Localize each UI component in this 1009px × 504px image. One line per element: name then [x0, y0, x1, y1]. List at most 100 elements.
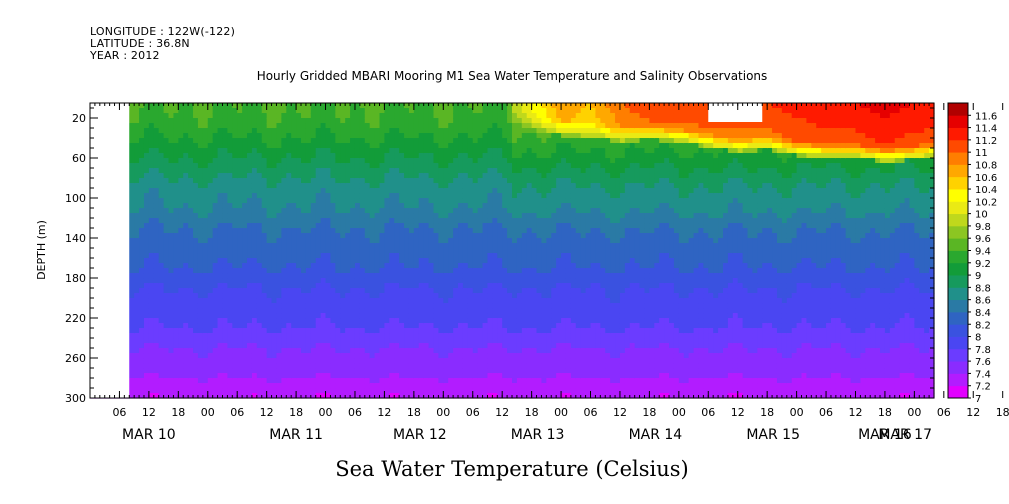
- heatmap-cell: [197, 198, 204, 204]
- heatmap-cell: [374, 168, 381, 174]
- heatmap-cell: [325, 378, 332, 384]
- heatmap-cell: [168, 358, 175, 364]
- heatmap-cell: [310, 218, 317, 224]
- heatmap-cell: [227, 338, 233, 344]
- heatmap-cell: [359, 323, 366, 329]
- heatmap-cell: [158, 208, 165, 214]
- heatmap-cell: [207, 213, 214, 219]
- heatmap-cell: [153, 393, 160, 399]
- heatmap-cell: [276, 133, 282, 139]
- heatmap-cell: [305, 108, 312, 114]
- heatmap-cell: [242, 148, 248, 154]
- heatmap-cell: [139, 208, 145, 214]
- heatmap-cell: [261, 183, 268, 189]
- heatmap-cell: [320, 258, 327, 264]
- heatmap-cell: [276, 293, 282, 299]
- heatmap-cell: [458, 343, 464, 349]
- heatmap-cell: [472, 228, 479, 234]
- heatmap-cell: [354, 328, 361, 334]
- heatmap-cell: [453, 113, 459, 119]
- heatmap-cell: [296, 263, 302, 269]
- heatmap-cell: [266, 218, 273, 224]
- heatmap-cell: [492, 358, 498, 364]
- heatmap-cell: [472, 133, 479, 139]
- heatmap-cell: [158, 363, 165, 369]
- heatmap-cell: [359, 143, 366, 149]
- heatmap-cell: [271, 353, 278, 359]
- heatmap-cell: [301, 148, 307, 154]
- heatmap-cell: [271, 368, 278, 374]
- heatmap-cell: [163, 363, 170, 369]
- heatmap-cell: [428, 273, 435, 279]
- heatmap-cell: [350, 138, 356, 144]
- heatmap-cell: [237, 193, 243, 199]
- heatmap-cell: [173, 283, 179, 289]
- heatmap-cell: [266, 173, 273, 179]
- heatmap-cell: [276, 358, 282, 364]
- heatmap-cell: [286, 283, 292, 289]
- heatmap-cell: [477, 143, 484, 149]
- heatmap-cell: [261, 323, 268, 329]
- heatmap-cell: [413, 238, 420, 244]
- heatmap-cell: [286, 218, 292, 224]
- heatmap-cell: [261, 213, 268, 219]
- heatmap-cell: [359, 158, 366, 164]
- heatmap-cell: [413, 108, 420, 114]
- heatmap-cell: [183, 378, 189, 384]
- heatmap-cell: [242, 373, 248, 379]
- heatmap-cell: [183, 243, 189, 249]
- heatmap-cell: [335, 293, 341, 299]
- heatmap-cell: [207, 328, 214, 334]
- heatmap-cell: [335, 108, 341, 114]
- heatmap-cell: [217, 388, 224, 394]
- heatmap-cell: [487, 163, 493, 169]
- heatmap-cell: [320, 173, 327, 179]
- heatmap-cell: [232, 258, 238, 264]
- heatmap-cell: [197, 288, 204, 294]
- heatmap-cell: [217, 303, 224, 309]
- heatmap-cell: [251, 143, 258, 149]
- heatmap-cell: [134, 293, 140, 299]
- heatmap-cell: [472, 223, 479, 229]
- heatmap-cell: [139, 328, 145, 334]
- heatmap-cell: [217, 258, 224, 264]
- heatmap-cell: [305, 313, 312, 319]
- heatmap-cell: [325, 183, 332, 189]
- heatmap-cell: [379, 253, 386, 259]
- heatmap-cell: [193, 253, 199, 259]
- heatmap-cell: [202, 118, 209, 124]
- heatmap-cell: [487, 383, 493, 389]
- heatmap-cell: [197, 373, 204, 379]
- heatmap-cell: [428, 168, 435, 174]
- heatmap-cell: [178, 228, 184, 234]
- heatmap-cell: [448, 113, 454, 119]
- heatmap-cell: [188, 158, 194, 164]
- heatmap-cell: [222, 208, 228, 214]
- heatmap-cell: [256, 163, 263, 169]
- heatmap-cell: [374, 148, 381, 154]
- heatmap-cell: [374, 368, 381, 374]
- heatmap-cell: [247, 168, 253, 174]
- heatmap-cell: [467, 328, 474, 334]
- heatmap-cell: [266, 228, 273, 234]
- heatmap-cell: [296, 118, 302, 124]
- heatmap-cell: [448, 358, 454, 364]
- heatmap-cell: [472, 388, 479, 394]
- heatmap-cell: [399, 333, 405, 339]
- heatmap-cell: [286, 263, 292, 269]
- heatmap-cell: [222, 233, 228, 239]
- heatmap-cell: [492, 193, 498, 199]
- heatmap-cell: [404, 233, 410, 239]
- heatmap-cell: [482, 313, 489, 319]
- heatmap-cell: [467, 283, 474, 289]
- heatmap-cell: [467, 158, 474, 164]
- heatmap-cell: [202, 388, 209, 394]
- heatmap-cell: [384, 173, 390, 179]
- heatmap-cell: [359, 198, 366, 204]
- heatmap-cell: [472, 313, 479, 319]
- heatmap-cell: [148, 253, 155, 259]
- heatmap-cell: [345, 243, 351, 249]
- heatmap-cell: [143, 133, 150, 139]
- heatmap-cell: [408, 228, 415, 234]
- heatmap-cell: [143, 143, 150, 149]
